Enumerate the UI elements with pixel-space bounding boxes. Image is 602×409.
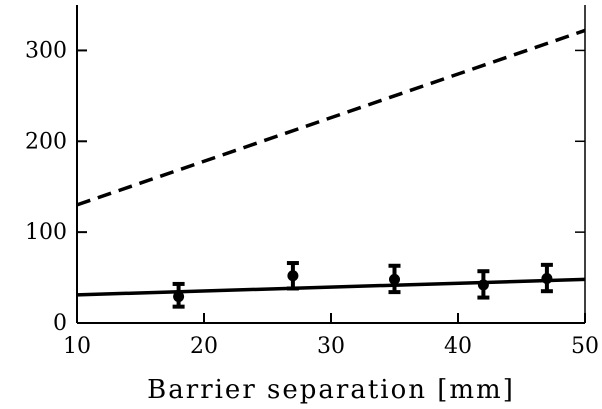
dashed-line <box>76 28 586 207</box>
y-tick-label-3: 300 <box>25 38 67 63</box>
ticks: 0 100 200 300 10 20 30 40 50 <box>25 38 599 359</box>
axes <box>76 5 586 324</box>
x-tick-label-2: 30 <box>317 334 345 359</box>
y-tick-label-1: 100 <box>25 220 67 245</box>
y-tick-label-2: 200 <box>25 129 67 154</box>
plot-area <box>76 28 586 309</box>
x-tick-label-4: 50 <box>571 334 599 359</box>
data-point-1 <box>287 270 299 282</box>
data-point-3 <box>477 279 489 291</box>
data-point-4 <box>541 272 553 284</box>
x-tick-label-0: 10 <box>63 334 91 359</box>
x-axis-title: Barrier separation [mm] <box>147 375 515 405</box>
x-tick-label-1: 20 <box>190 334 218 359</box>
data-point-2 <box>389 273 400 285</box>
data-point-0 <box>173 291 185 303</box>
solid-line <box>76 277 586 297</box>
y-tick-label-0: 0 <box>53 311 67 336</box>
x-tick-label-3: 40 <box>444 334 472 359</box>
